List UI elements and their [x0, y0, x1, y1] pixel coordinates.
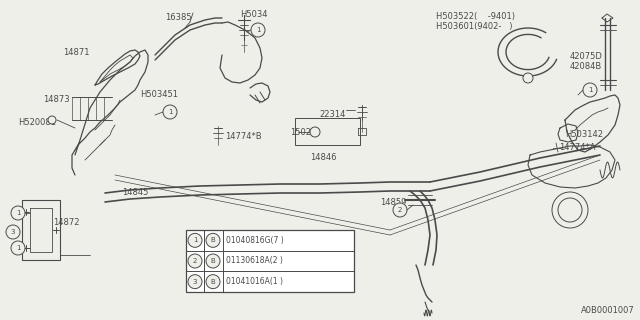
Text: 14859: 14859 — [380, 198, 406, 207]
Circle shape — [188, 233, 202, 247]
Circle shape — [48, 116, 56, 124]
Text: B: B — [211, 258, 216, 264]
Bar — [186, 230, 354, 292]
Circle shape — [583, 83, 597, 97]
Text: 1: 1 — [256, 27, 260, 33]
Text: H503451: H503451 — [140, 90, 178, 99]
Text: 1: 1 — [588, 87, 592, 93]
Text: 16385: 16385 — [165, 13, 192, 22]
Text: 14774*A: 14774*A — [559, 143, 595, 152]
Circle shape — [310, 127, 320, 137]
Text: 14873: 14873 — [44, 95, 70, 104]
Text: 01040816G(7 ): 01040816G(7 ) — [226, 236, 284, 245]
Text: 1: 1 — [16, 245, 20, 251]
Text: H503142: H503142 — [565, 130, 603, 139]
Circle shape — [6, 225, 20, 239]
Text: 42084B: 42084B — [570, 62, 602, 71]
Text: 22314: 22314 — [319, 110, 346, 119]
Text: 3: 3 — [193, 279, 197, 285]
Text: H503522(    -9401): H503522( -9401) — [436, 12, 515, 21]
Bar — [295, 118, 360, 145]
Circle shape — [523, 73, 533, 83]
Circle shape — [552, 192, 588, 228]
Circle shape — [163, 105, 177, 119]
Text: 14845: 14845 — [122, 188, 148, 197]
Circle shape — [11, 206, 25, 220]
Text: 14774*B: 14774*B — [225, 132, 262, 141]
Circle shape — [251, 23, 265, 37]
Circle shape — [393, 203, 407, 217]
Text: B: B — [211, 237, 216, 243]
Circle shape — [558, 198, 582, 222]
Text: 2: 2 — [193, 258, 197, 264]
Text: 1: 1 — [16, 210, 20, 216]
Text: 01041016A(1 ): 01041016A(1 ) — [226, 277, 283, 286]
Text: 3: 3 — [11, 229, 15, 235]
Circle shape — [206, 254, 220, 268]
Text: H5034: H5034 — [240, 10, 268, 19]
Circle shape — [206, 233, 220, 247]
Circle shape — [188, 275, 202, 289]
Text: 1: 1 — [193, 237, 197, 243]
Circle shape — [11, 241, 25, 255]
Circle shape — [188, 254, 202, 268]
Text: 2: 2 — [398, 207, 402, 213]
Text: 1: 1 — [168, 109, 172, 115]
Text: 14846: 14846 — [310, 153, 337, 162]
Text: H503601(9402-   ): H503601(9402- ) — [436, 22, 513, 31]
Text: 14872: 14872 — [54, 218, 80, 227]
Text: 01130618A(2 ): 01130618A(2 ) — [226, 257, 283, 266]
Text: H520081: H520081 — [18, 118, 56, 127]
Text: B: B — [211, 279, 216, 285]
Text: 15027: 15027 — [290, 128, 316, 137]
Text: A0B0001007: A0B0001007 — [581, 306, 635, 315]
Text: 42075D: 42075D — [570, 52, 603, 61]
Text: 14871: 14871 — [63, 48, 90, 57]
Circle shape — [206, 275, 220, 289]
